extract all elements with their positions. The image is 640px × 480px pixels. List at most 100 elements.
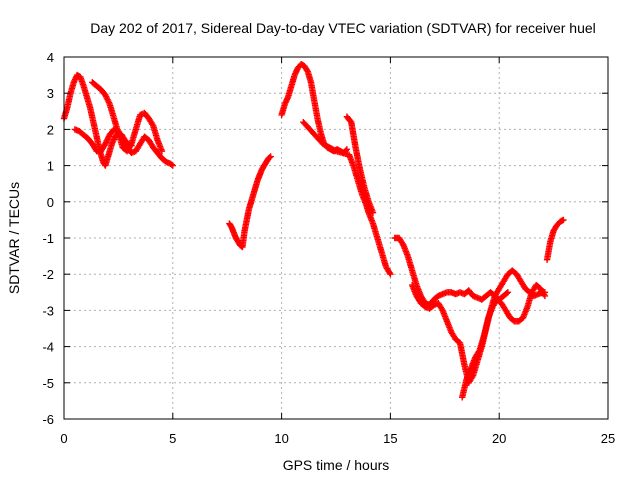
data-point-fill [261, 161, 269, 168]
y-tick-label: 1 [47, 159, 54, 174]
data-point-fill [104, 153, 112, 160]
x-tick-label: 15 [383, 431, 397, 446]
data-point-fill [83, 92, 90, 99]
data-series-5 [278, 61, 351, 157]
data-point-fill [535, 283, 542, 291]
data-series-1 [60, 71, 135, 169]
data-point-fill [443, 316, 450, 323]
data-point-fill [502, 290, 509, 298]
data-point-fill [533, 291, 541, 298]
data-point-fill [412, 280, 420, 287]
data-point-fill [323, 142, 331, 150]
data-point-fill [100, 89, 107, 97]
x-tick-label: 25 [601, 431, 615, 446]
data-point-fill [317, 138, 324, 145]
y-tick-label: 3 [47, 86, 54, 101]
data-point-fill [337, 149, 345, 156]
data-point-fill [226, 221, 234, 228]
data-point-fill [143, 113, 151, 120]
data-point-fill [303, 66, 311, 74]
data-series-6 [300, 118, 394, 278]
chart-title: Day 202 of 2017, Sidereal Day-to-day VTE… [90, 20, 596, 36]
data-point-fill [382, 262, 389, 269]
data-point-fill [472, 293, 480, 301]
data-point-fill [110, 113, 117, 121]
data-point-fill [517, 316, 525, 323]
x-axis-label: GPS time / hours [283, 457, 390, 473]
data-series-9 [408, 267, 549, 386]
data-point-fill [549, 229, 557, 236]
data-point-fill [153, 135, 161, 142]
data-point-fill [511, 269, 518, 276]
data-point-fill [369, 218, 376, 226]
data-point-fill [523, 305, 531, 312]
data-point-fill [364, 196, 372, 204]
data-point-fill [346, 116, 353, 124]
data-point-fill [307, 77, 314, 84]
data-point-fill [373, 233, 381, 240]
data-point-fill [82, 133, 89, 140]
y-axis-label: SDTVAR / TECUs [6, 182, 22, 294]
data-point-fill [108, 142, 115, 149]
data-point-fill [284, 95, 291, 102]
data-point-fill [480, 294, 488, 301]
data-point-fill [302, 65, 310, 72]
data-point-fill [546, 240, 554, 247]
data-point-fill [408, 265, 415, 273]
data-point-fill [287, 84, 295, 91]
data-point-fill [386, 269, 393, 276]
data-series-3 [89, 79, 166, 155]
y-tick-label: -5 [42, 376, 54, 391]
y-tick-label: 4 [47, 50, 54, 65]
x-tick-label: 10 [274, 431, 288, 446]
data-point-fill [496, 298, 503, 305]
data-point-fill [66, 91, 74, 99]
data-point-fill [281, 102, 288, 109]
data-markers [60, 61, 567, 401]
y-tick-label: 2 [47, 122, 54, 137]
y-tick-label: -3 [42, 303, 54, 318]
data-point-fill [63, 106, 70, 113]
y-tick-label: -2 [42, 267, 54, 282]
y-tick-label: -1 [42, 231, 54, 246]
data-point-fill [349, 160, 356, 168]
data-point [169, 162, 176, 169]
data-point-fill [87, 138, 94, 145]
data-point-fill [462, 377, 470, 385]
data-point-fill [295, 63, 303, 70]
data-point-fill [95, 84, 103, 91]
data-point-fill [378, 247, 385, 255]
data-point-fill [114, 128, 122, 135]
data-point-fill [475, 348, 482, 355]
data-point-fill [360, 182, 368, 189]
data-series-11 [543, 216, 567, 263]
data-point-fill [554, 220, 562, 228]
data-point-fill [266, 154, 273, 161]
data-point-fill [358, 189, 365, 197]
y-tick-label: -4 [42, 340, 54, 355]
data-point-fill [428, 303, 435, 310]
data-point [267, 153, 274, 160]
data-point-fill [132, 127, 139, 135]
data-point-fill [78, 129, 85, 137]
data-point-fill [369, 207, 376, 215]
data-point-fill [158, 146, 165, 153]
data-point-fill [552, 224, 559, 232]
data-point-fill [105, 99, 113, 106]
data-point-fill [149, 121, 156, 128]
data-point-fill [86, 102, 93, 110]
data-point-fill [249, 192, 257, 200]
data-point-fill [528, 290, 535, 298]
data-point-fill [484, 316, 492, 323]
data-point-fill [89, 117, 97, 124]
data-point-fill [70, 80, 77, 88]
data-point-fill [245, 207, 252, 214]
data-point-fill [233, 236, 240, 243]
data-point-fill [419, 301, 427, 309]
data-point-fill [251, 185, 259, 192]
data-point-fill [454, 337, 462, 345]
data-point-fill [247, 200, 254, 207]
data-point-fill [403, 251, 411, 258]
data-point-fill [168, 161, 175, 168]
